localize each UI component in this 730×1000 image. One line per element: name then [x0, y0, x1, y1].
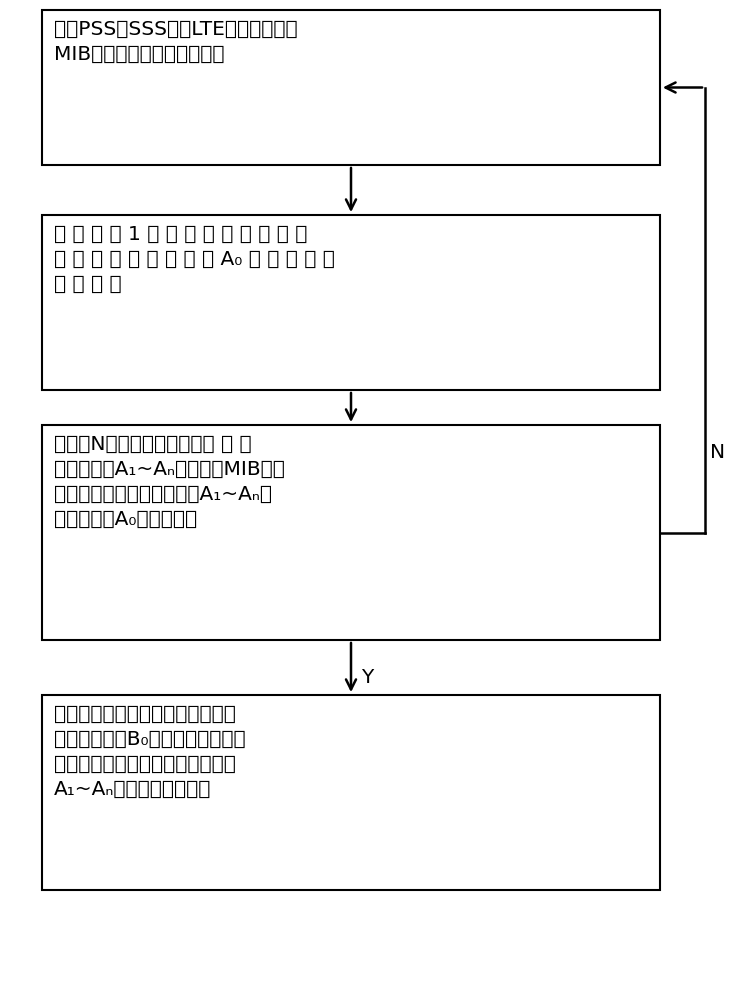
Text: 根 据 步 骤 1 得 到 的 解 码 帧 头 和 帧
号 ， 搜 索 得 到 标 识 帧 A₀ 位 置 ， 获 得
时 钟 同 步: 根 据 步 骤 1 得 到 的 解 码 帧 头 和 帧 号 ， 搜 索 得 到 …	[54, 225, 335, 294]
Bar	[42, 10, 660, 165]
Text: Y: Y	[361, 668, 373, 687]
Bar	[42, 425, 660, 640]
Text: 确认信号屏蔽系统的时序跟基站同
步，从提取帧B₀提取射频信号，信
号屏蔽系统开始屏蔽，并在标识帧
A₁~Aₙ时刻暂时关闭屏蔽: 确认信号屏蔽系统的时序跟基站同 步，从提取帧B₀提取射频信号，信 号屏蔽系统开始…	[54, 705, 245, 799]
Text: 再进行N个系统帧轮回周期， 得 到
标识帧位置A₁~Aₙ，并通过MIB解码
模块解码上述帧帧号，判断A₁~Aₙ的
帧号是否和A₀的帧号一致: 再进行N个系统帧轮回周期， 得 到 标识帧位置A₁~Aₙ，并通过MIB解码 模块…	[54, 435, 285, 529]
Text: N: N	[710, 443, 725, 462]
Bar	[42, 215, 660, 390]
Bar	[42, 695, 660, 890]
Text: 通过PSS，SSS得到LTE帧头，通过解
MIB消息得到同步获取帧帧号: 通过PSS，SSS得到LTE帧头，通过解 MIB消息得到同步获取帧帧号	[54, 20, 298, 64]
